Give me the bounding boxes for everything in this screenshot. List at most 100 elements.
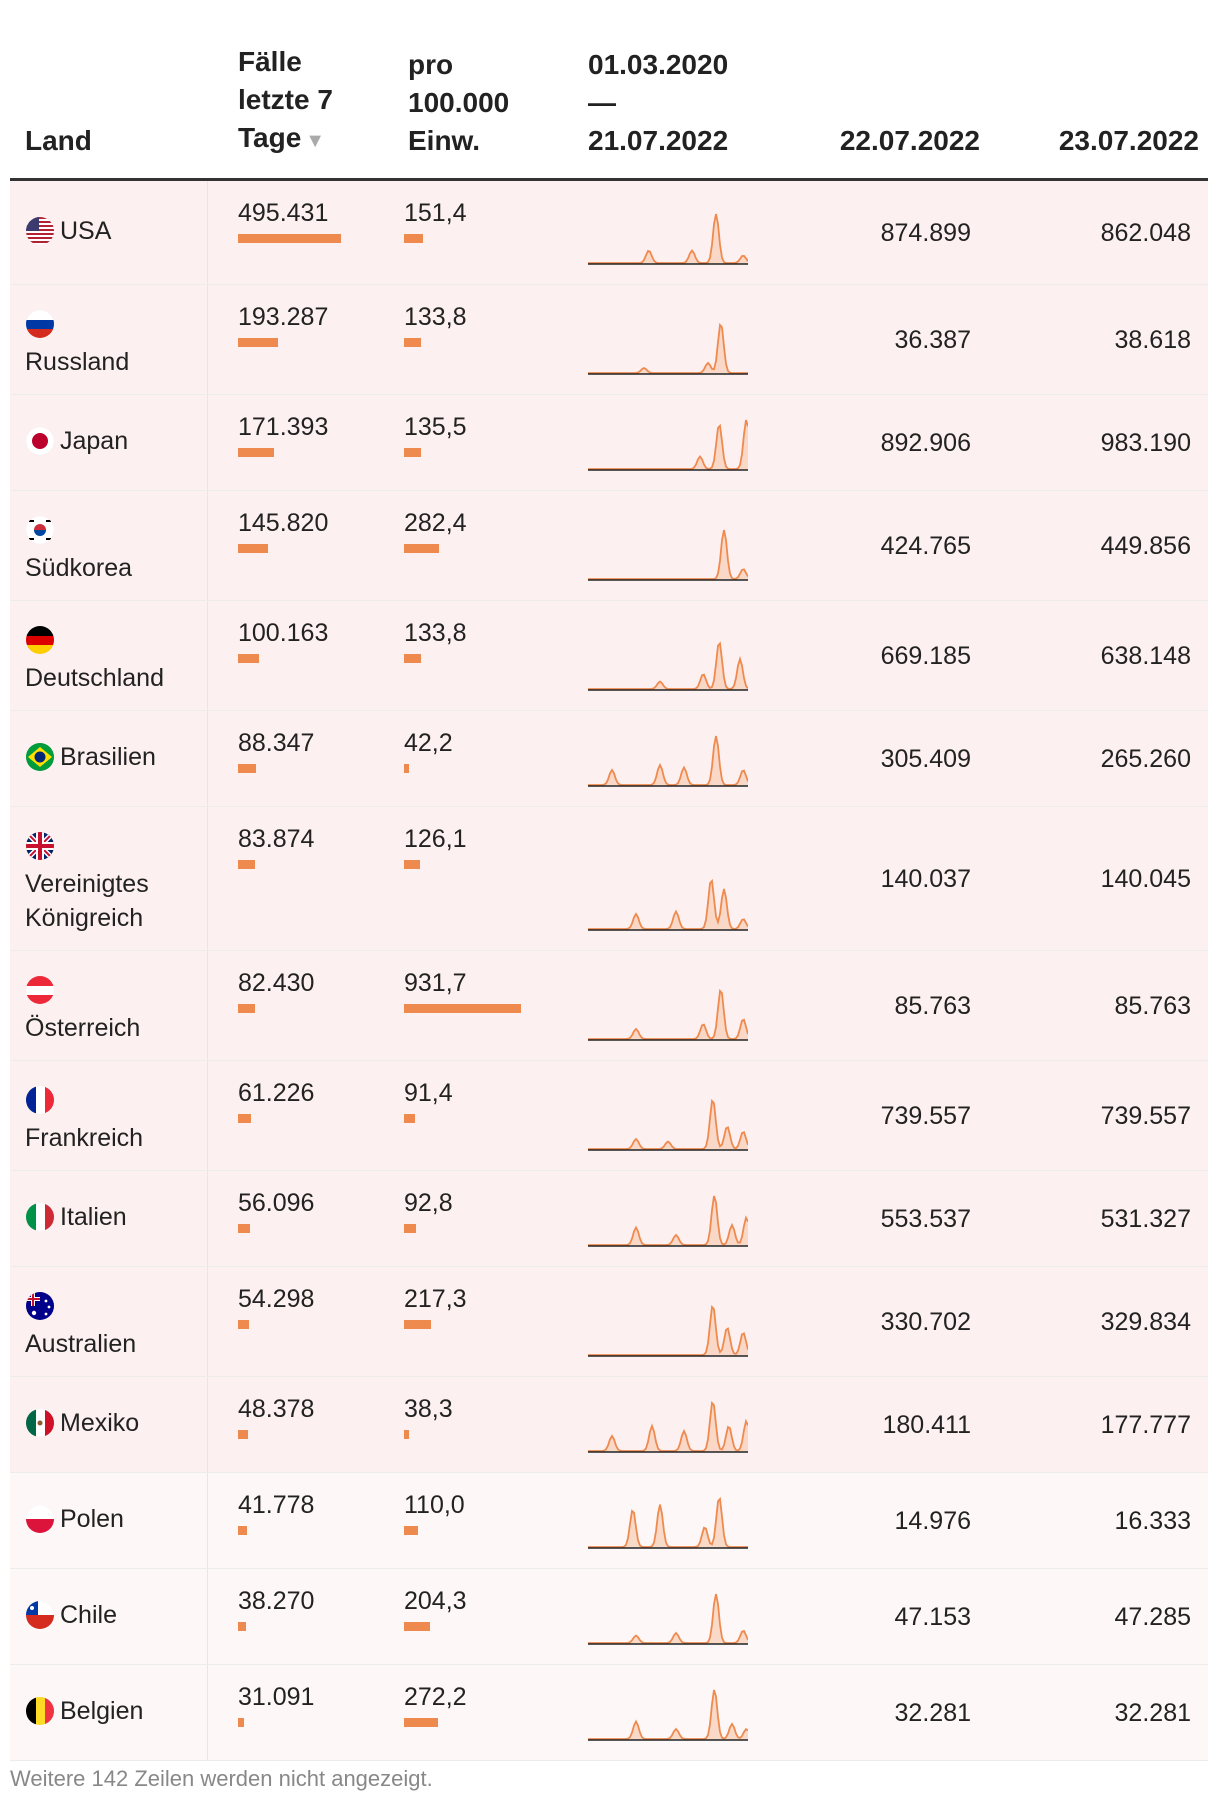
faelle-bar [238,544,268,553]
col-header-faelle[interactable]: Fälle letzte 7 Tage ▼ [238,43,333,160]
cell-land: Russland [10,285,208,394]
cell-day1: 32.281 [894,1699,971,1727]
cell-day1: 669.185 [880,642,971,670]
table-row[interactable]: Japan 171.393 135,5 892.906 983.190 [10,395,1208,491]
table-row[interactable]: Australien 54.298 217,3 330.702 329.834 [10,1267,1208,1377]
cell-day1: 330.702 [880,1308,971,1336]
pro-bar [404,1320,431,1329]
cell-faelle: 56.096 [238,1189,315,1217]
table-row[interactable]: Belgien 31.091 272,2 32.281 32.281 [10,1665,1208,1761]
table-row[interactable]: USA 495.431 151,4 874.899 862.048 [10,181,1208,285]
fr-flag-icon [26,1086,54,1114]
faelle-bar [238,1224,250,1233]
table-row[interactable]: Polen 41.778 110,0 14.976 16.333 [10,1473,1208,1569]
col-header-day1[interactable]: 22.07.2022 [840,122,980,160]
table-row[interactable]: Frankreich 61.226 91,4 739.557 739.557 [10,1061,1208,1171]
cell-pro: 38,3 [404,1395,453,1423]
sparkline-area [588,881,748,930]
cell-day1: 14.976 [894,1507,971,1535]
sparkline-line [588,641,748,690]
country-name: Italien [60,1203,127,1231]
cell-day2: 449.856 [1100,532,1191,560]
cell-day2: 862.048 [1100,219,1191,247]
col-header-land[interactable]: Land [25,122,92,160]
cell-faelle: 48.378 [238,1395,315,1423]
cell-land: Mexiko [10,1377,208,1472]
table-row[interactable]: Vereinigtes Königreich 83.874 126,1 140.037… [10,807,1208,951]
sparkline [588,1689,748,1741]
col-header-faelle-line2: letzte 7 [238,84,333,115]
cell-day1: 305.409 [880,745,971,773]
country-name: Australien [25,1330,137,1358]
sparkline [588,641,748,691]
cell-day2: 47.285 [1114,1603,1191,1631]
faelle-bar [238,1718,244,1727]
sort-desc-icon[interactable]: ▼ [305,130,326,152]
cell-day2: 531.327 [1100,1205,1191,1233]
cell-land: Brasilien [10,711,208,806]
faelle-bar [238,234,341,243]
table-row[interactable]: Brasilien 88.347 42,2 305.409 265.260 [10,711,1208,807]
sparkline-area [588,1499,748,1548]
sparkline-area [588,736,748,786]
country-name: Vereinigtes Königreich [25,870,149,932]
cell-faelle: 38.270 [238,1587,315,1615]
col-header-day2[interactable]: 23.07.2022 [1059,122,1199,160]
cell-faelle: 100.163 [238,619,329,647]
sparkline-line [588,1400,748,1452]
col-header-day2-label: 23.07.2022 [1058,125,1199,156]
sparkline [588,213,748,265]
sparkline-line [588,1304,748,1356]
sparkline-area [588,530,748,580]
table-row[interactable]: Russland 193.287 133,8 36.387 38.618 [10,285,1208,395]
faelle-bar [238,654,259,663]
pro-bar [404,234,423,243]
col-header-land-label: Land [25,125,92,156]
sparkline [588,529,748,581]
sparkline-area [588,1690,748,1740]
cell-land: Italien [10,1171,208,1266]
cell-day1: 739.557 [880,1102,971,1130]
pro-bar [404,338,421,347]
cell-pro: 151,4 [404,199,467,227]
pro-bar [404,544,439,553]
table-row[interactable]: Chile 38.270 204,3 47.153 47.285 [10,1569,1208,1665]
table-row[interactable]: Italien 56.096 92,8 553.537 531.327 [10,1171,1208,1267]
col-header-pro[interactable]: pro 100.000 Einw. [408,46,509,160]
faelle-bar [238,860,255,869]
table-row[interactable]: Mexiko 48.378 38,3 180.411 177.777 [10,1377,1208,1473]
country-name: Frankreich [25,1124,144,1152]
cell-day1: 874.899 [880,219,971,247]
col-header-range[interactable]: 01.03.2020 — 21.07.2022 [588,46,728,160]
cell-day1: 47.153 [894,1603,971,1631]
us-flag-icon [26,217,54,245]
br-flag-icon [26,743,54,771]
col-header-pro-line3: Einw. [408,125,481,156]
table-row[interactable]: Südkorea 145.820 282,4 424.765 449.856 [10,491,1208,601]
cell-pro: 204,3 [404,1587,467,1615]
sparkline-line [588,988,748,1040]
cell-day2: 140.045 [1100,865,1191,893]
col-header-range-line1: 01.03.2020 [588,49,729,80]
cell-pro: 133,8 [404,303,467,331]
cell-day2: 983.190 [1100,429,1191,457]
pro-bar [404,448,421,457]
country-name: Polen [60,1505,124,1533]
country-name: Belgien [60,1697,144,1725]
table-row[interactable]: Österreich 82.430 931,7 85.763 85.763 [10,951,1208,1061]
country-name: Japan [60,427,129,455]
faelle-bar [238,1004,255,1013]
country-name: Mexiko [60,1409,140,1437]
at-flag-icon [26,976,54,1004]
sparkline [588,878,748,931]
sparkline-area [588,1196,748,1246]
country-name: Brasilien [60,743,156,771]
sparkline-line [588,322,748,374]
cell-faelle: 88.347 [238,729,315,757]
cell-faelle: 31.091 [238,1683,315,1711]
cell-pro: 42,2 [404,729,453,757]
col-header-range-line3: 21.07.2022 [588,125,729,156]
col-header-day1-label: 22.07.2022 [839,125,980,156]
sparkline [588,988,748,1041]
table-row[interactable]: Deutschland 100.163 133,8 669.185 638.148 [10,601,1208,711]
